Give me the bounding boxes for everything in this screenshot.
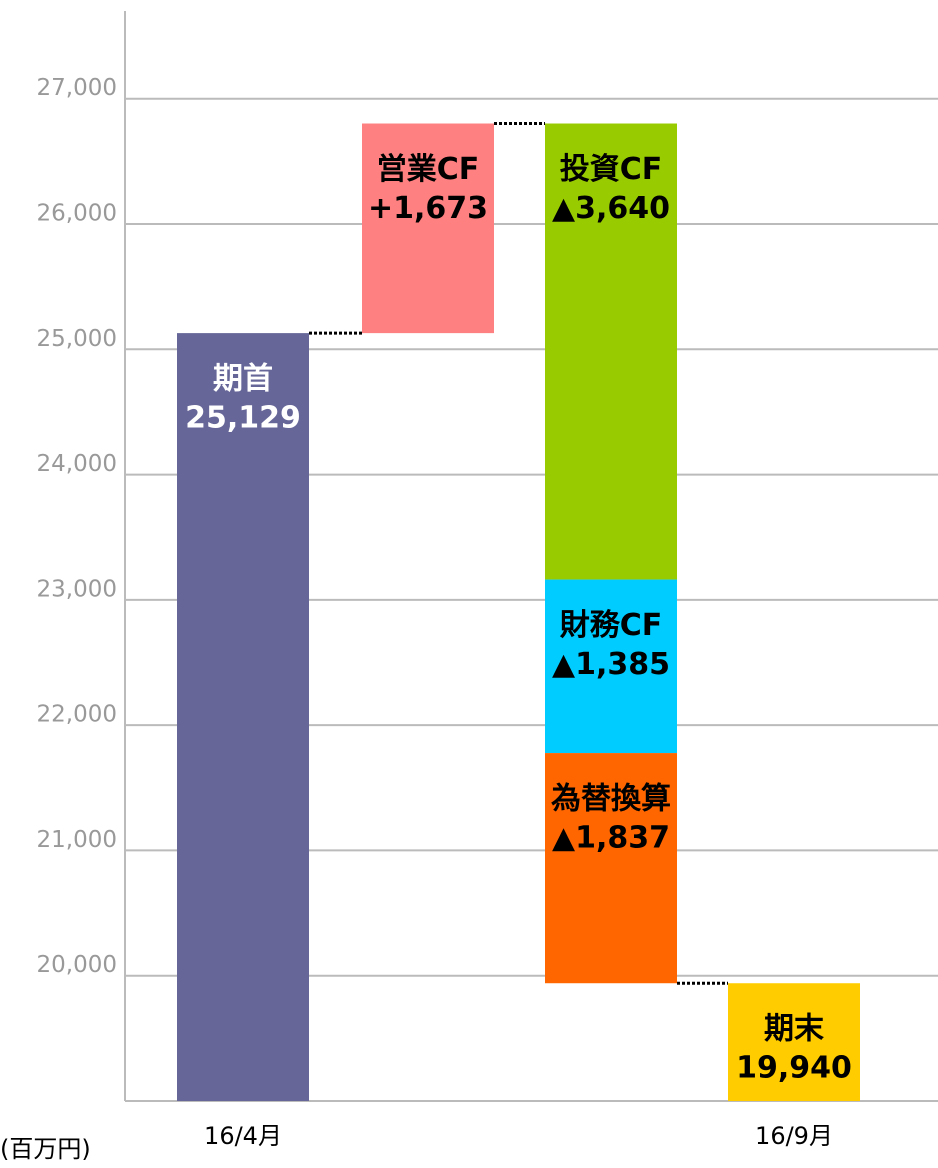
y-tick-label: 22,000 (37, 702, 117, 728)
value-label: 25,129 (185, 401, 301, 436)
bar (177, 333, 309, 1102)
unit-label: (百万円) (0, 1135, 91, 1163)
y-tick-label: 27,000 (37, 75, 117, 101)
bar (728, 983, 860, 1101)
bar (545, 753, 677, 984)
y-tick-label: 21,000 (37, 827, 117, 853)
value-label: ▲3,640 (552, 191, 670, 226)
bar-name: 期末 (764, 1012, 824, 1047)
bar-name: 為替換算 (551, 782, 671, 817)
y-tick-label: 26,000 (37, 200, 117, 226)
bar (545, 123, 677, 580)
y-tick-label: 20,000 (37, 952, 117, 978)
bar-name: 営業CF (377, 152, 480, 187)
bar-name: 期首 (213, 362, 273, 397)
y-tick-label: 25,000 (37, 326, 117, 352)
y-tick-label: 23,000 (37, 576, 117, 602)
x-tick-label: 16/4月 (204, 1122, 282, 1150)
value-label: 19,940 (736, 1051, 852, 1086)
value-label: ▲1,837 (552, 821, 670, 856)
y-tick-label: 24,000 (37, 451, 117, 477)
value-label: +1,673 (368, 191, 488, 226)
value-label: ▲1,385 (552, 647, 670, 682)
bar (362, 123, 494, 334)
bar-name: 投資CF (560, 152, 663, 187)
bar-name: 財務CF (560, 608, 663, 643)
bar (545, 579, 677, 754)
x-tick-label: 16/9月 (755, 1122, 833, 1150)
